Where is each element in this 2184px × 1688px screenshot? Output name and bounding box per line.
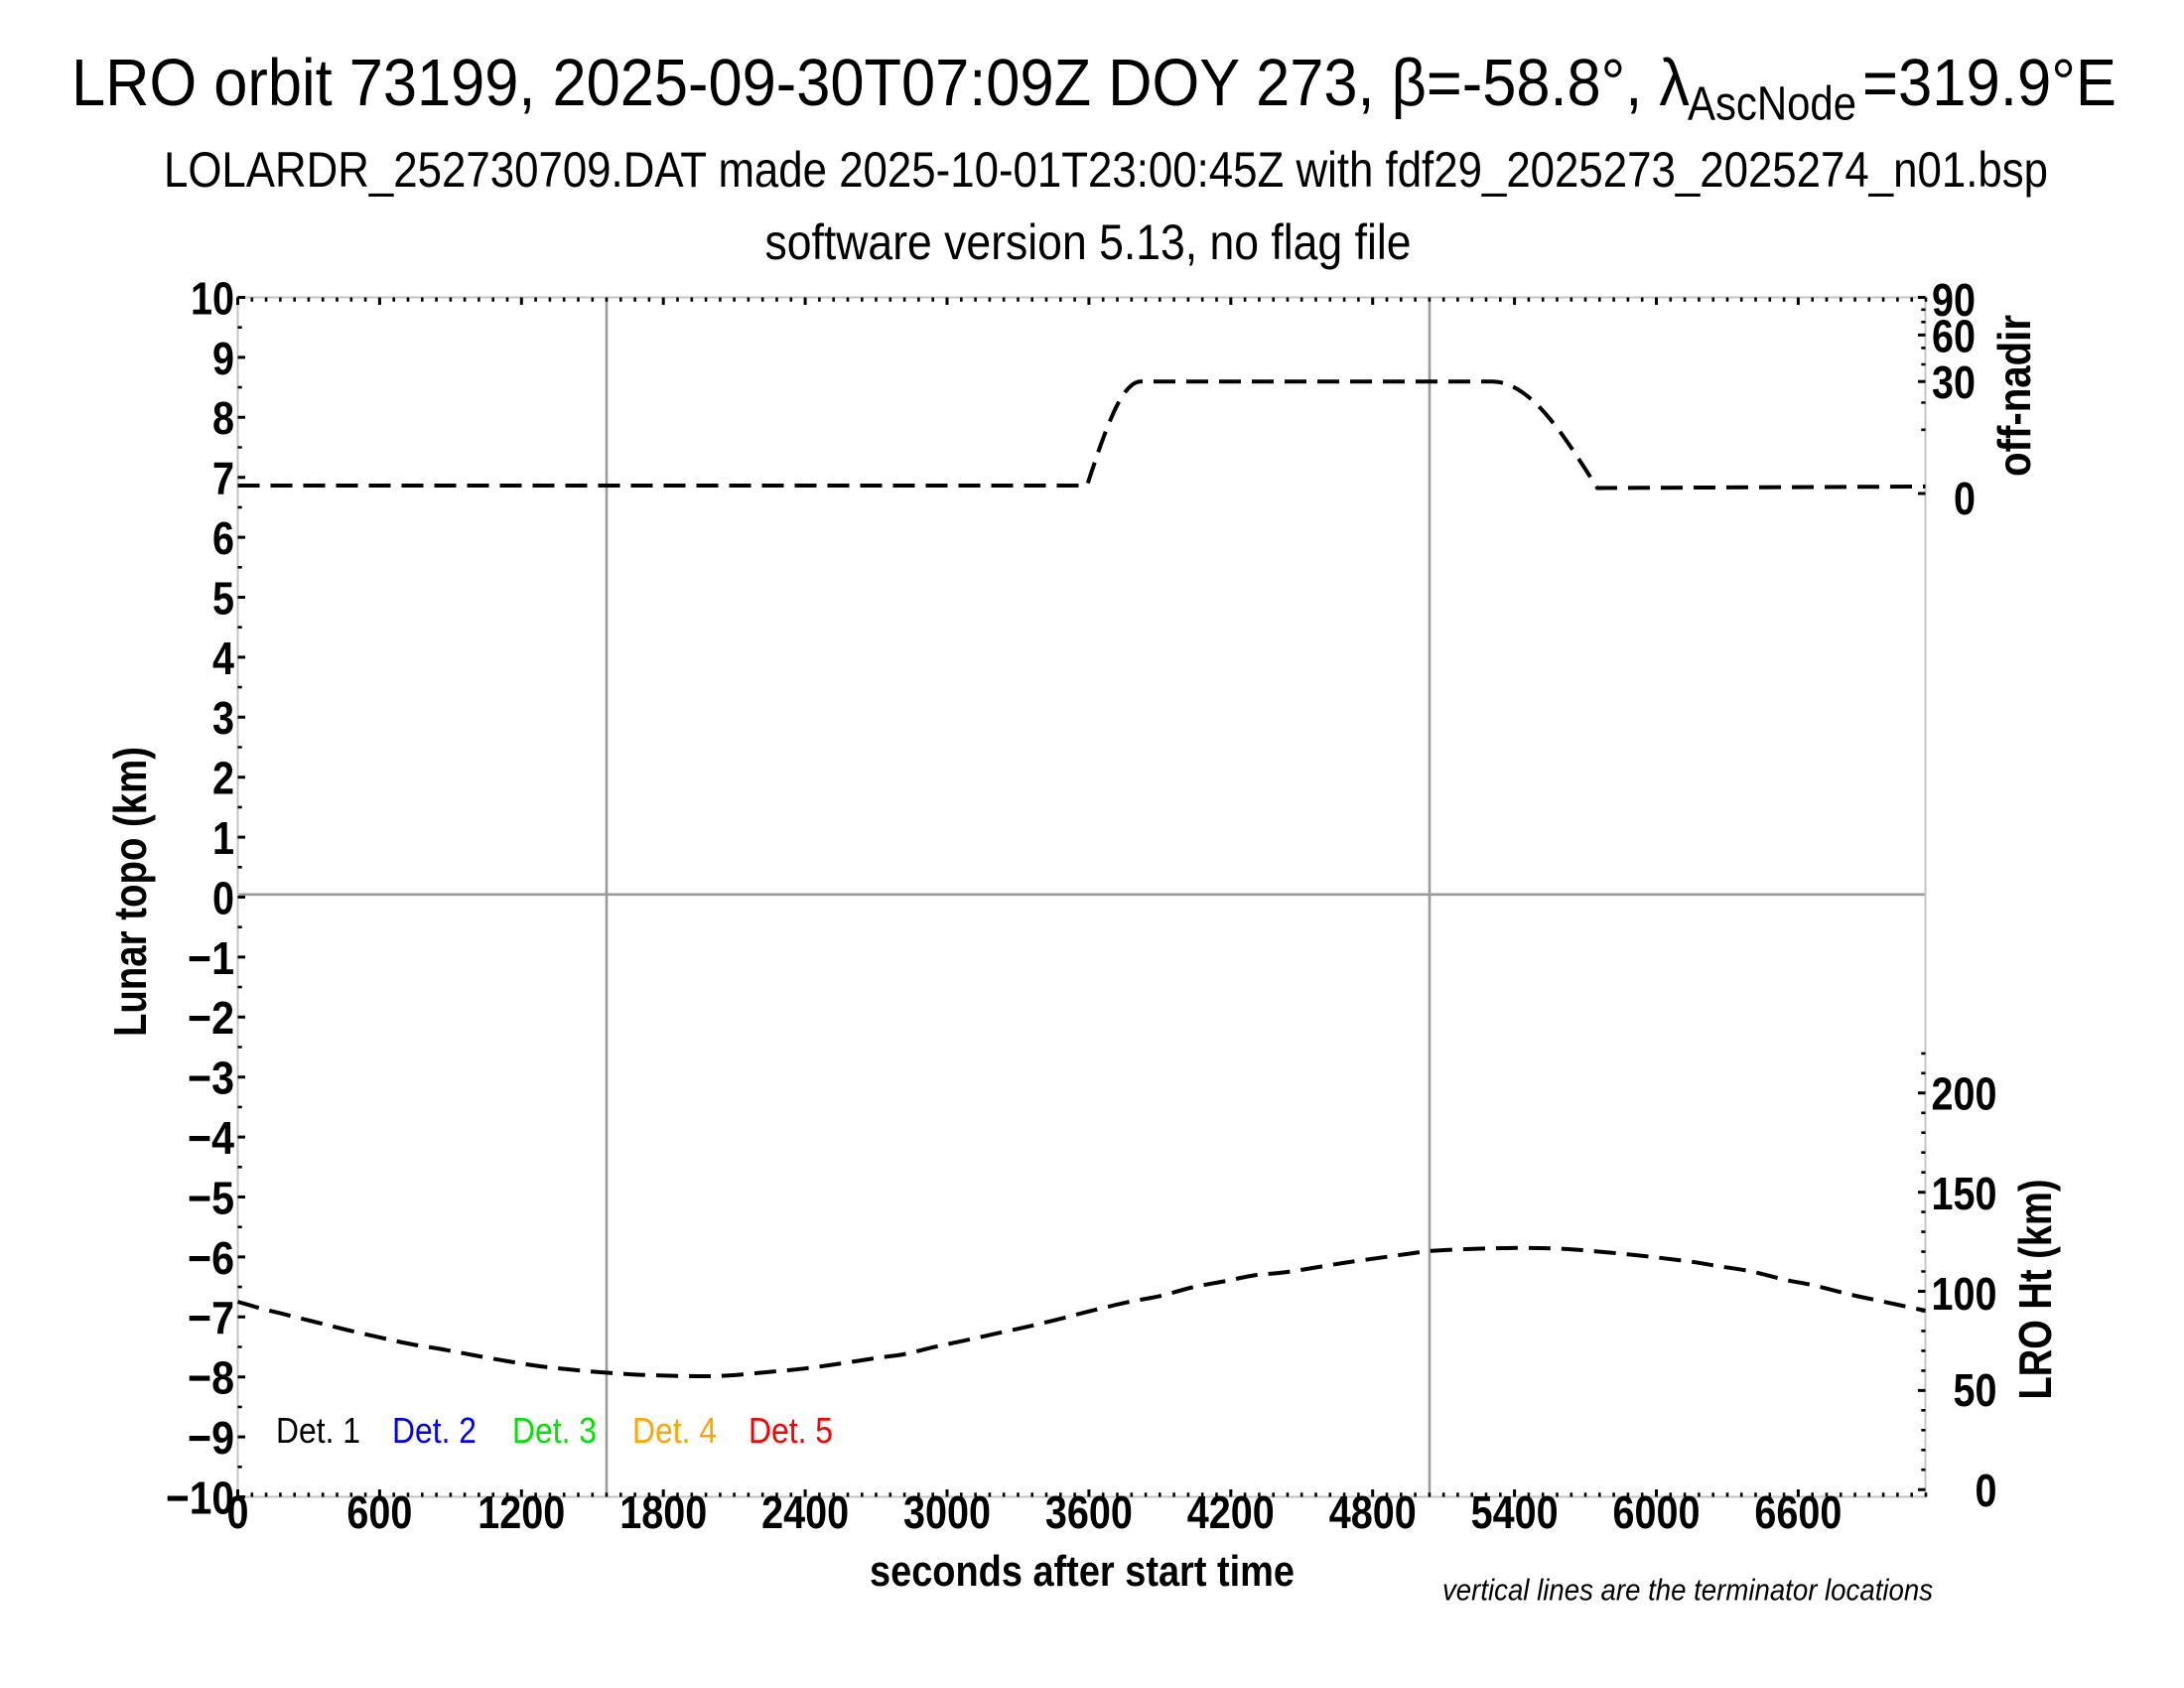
svg-text:3000: 3000 <box>903 1486 991 1538</box>
svg-text:0: 0 <box>1954 473 1976 524</box>
svg-text:2: 2 <box>212 753 234 804</box>
svg-text:−8: −8 <box>188 1352 234 1404</box>
svg-text:−4: −4 <box>188 1112 234 1164</box>
svg-text:90: 90 <box>1932 274 1976 326</box>
svg-text:off-nadir: off-nadir <box>1988 315 2040 477</box>
svg-text:0: 0 <box>212 872 234 923</box>
svg-text:4: 4 <box>212 633 234 684</box>
svg-text:Det. 4: Det. 4 <box>632 1410 717 1451</box>
svg-text:600: 600 <box>346 1486 412 1538</box>
svg-text:=319.9°E: =319.9°E <box>1862 46 2116 120</box>
svg-text:Det. 1: Det. 1 <box>276 1410 360 1451</box>
svg-text:LRO Ht (km): LRO Ht (km) <box>2009 1180 2061 1400</box>
svg-text:Lunar topo (km): Lunar topo (km) <box>104 747 156 1037</box>
svg-text:−6: −6 <box>188 1232 234 1284</box>
svg-text:6: 6 <box>212 512 234 564</box>
svg-text:8: 8 <box>212 392 234 444</box>
svg-text:10: 10 <box>191 272 234 324</box>
svg-text:−2: −2 <box>188 992 234 1044</box>
svg-text:AscNode: AscNode <box>1688 77 1856 130</box>
svg-text:Det. 2: Det. 2 <box>392 1410 477 1451</box>
svg-text:LRO orbit 73199, 2025-09-30T07: LRO orbit 73199, 2025-09-30T07:09Z DOY 2… <box>71 46 1690 120</box>
svg-text:LOLARDR_252730709.DAT made 202: LOLARDR_252730709.DAT made 2025-10-01T23… <box>164 142 2048 198</box>
svg-text:0: 0 <box>227 1486 249 1538</box>
svg-text:6000: 6000 <box>1613 1486 1701 1538</box>
svg-text:100: 100 <box>1932 1268 1997 1320</box>
svg-text:2400: 2400 <box>761 1486 849 1538</box>
svg-text:6600: 6600 <box>1754 1486 1842 1538</box>
svg-text:3600: 3600 <box>1045 1486 1133 1538</box>
svg-text:200: 200 <box>1932 1068 1997 1120</box>
svg-text:0: 0 <box>1976 1465 1997 1516</box>
svg-text:3: 3 <box>212 692 234 744</box>
svg-text:5400: 5400 <box>1471 1486 1559 1538</box>
svg-text:−1: −1 <box>188 932 234 984</box>
svg-text:−7: −7 <box>188 1292 234 1343</box>
svg-text:7: 7 <box>212 453 234 504</box>
svg-text:−3: −3 <box>188 1053 234 1104</box>
svg-text:150: 150 <box>1932 1168 1997 1219</box>
svg-text:Det. 5: Det. 5 <box>749 1410 833 1451</box>
svg-text:1200: 1200 <box>478 1486 565 1538</box>
svg-text:−5: −5 <box>188 1172 234 1223</box>
svg-text:software version 5.13, no flag: software version 5.13, no flag file <box>765 214 1412 270</box>
svg-text:vertical lines are the termina: vertical lines are the terminator locati… <box>1442 1573 1933 1608</box>
svg-text:5: 5 <box>212 572 234 624</box>
svg-text:1: 1 <box>212 812 234 864</box>
svg-text:30: 30 <box>1932 356 1976 408</box>
svg-text:1800: 1800 <box>619 1486 707 1538</box>
svg-text:9: 9 <box>212 333 234 384</box>
svg-text:−9: −9 <box>188 1412 234 1464</box>
svg-text:4800: 4800 <box>1329 1486 1417 1538</box>
svg-text:Det. 3: Det. 3 <box>512 1410 597 1451</box>
svg-text:−10: −10 <box>166 1472 234 1523</box>
svg-text:60: 60 <box>1932 310 1976 361</box>
svg-text:seconds after start time: seconds after start time <box>870 1547 1295 1596</box>
svg-text:50: 50 <box>1954 1364 1997 1416</box>
svg-text:4200: 4200 <box>1187 1486 1275 1538</box>
